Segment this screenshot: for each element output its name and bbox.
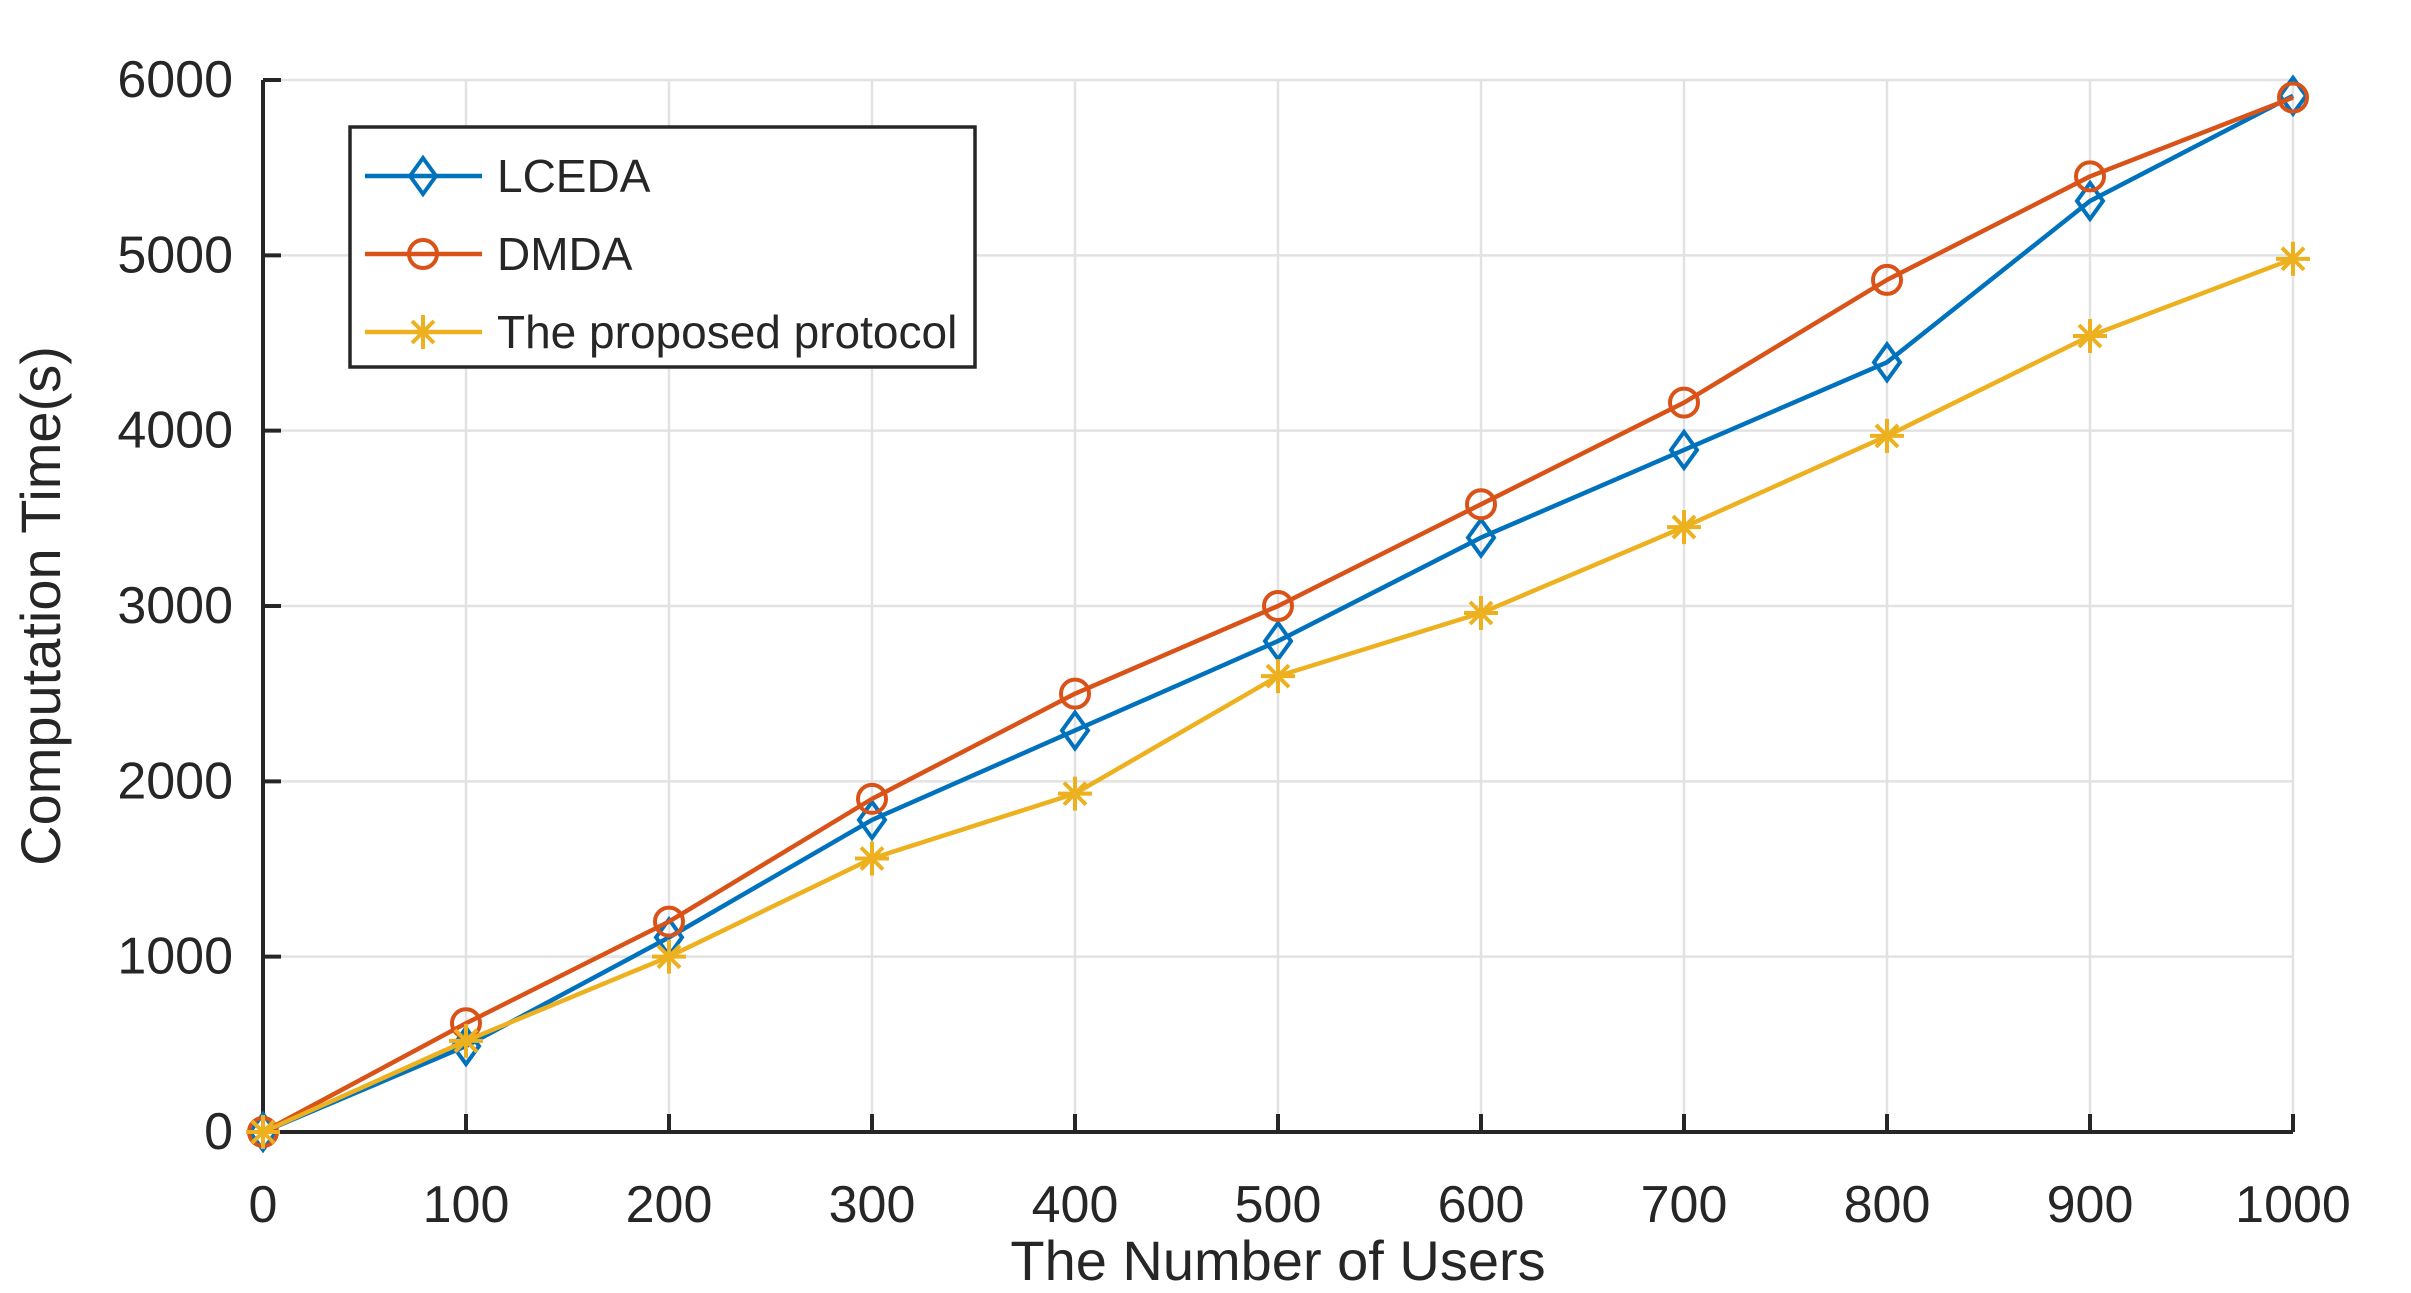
diamond-marker-icon — [1871, 340, 1903, 384]
x-tick-label: 500 — [1235, 1176, 1322, 1234]
asterisk-marker-icon — [1671, 514, 1697, 540]
data-marker — [652, 939, 686, 974]
data-marker — [1465, 516, 1497, 560]
tick-labels: 0 100 200 300 400 500 600 700 800 900 1000 0 1000 200… — [117, 51, 2351, 1234]
circle-marker-icon — [653, 905, 685, 938]
asterisk-marker-icon — [2077, 323, 2103, 349]
axes — [261, 78, 2295, 1134]
circle-marker-icon — [2074, 160, 2106, 193]
data-marker — [2073, 318, 2107, 353]
legend-item: LCEDA — [365, 150, 651, 202]
x-tick-label: 400 — [1032, 1176, 1119, 1234]
circle-marker-icon — [1465, 488, 1497, 521]
data-marker — [449, 1023, 483, 1058]
data-marker — [1464, 596, 1498, 631]
circle-marker-icon — [1668, 386, 1700, 419]
circle-marker-icon — [1871, 263, 1903, 296]
legend-label: LCEDA — [497, 150, 651, 202]
data-marker — [1667, 510, 1701, 545]
series-the-proposed-protocol — [246, 241, 2310, 1149]
legend-label: The proposed protocol — [497, 306, 957, 358]
data-marker — [1262, 619, 1294, 663]
data-marker — [856, 782, 888, 815]
diamond-marker-icon — [2277, 74, 2309, 118]
asterisk-marker-icon — [410, 319, 436, 345]
data-marker — [2277, 81, 2309, 114]
legend-box — [348, 125, 977, 369]
data-marker — [855, 841, 889, 876]
data-marker — [406, 315, 440, 349]
asterisk-marker-icon — [656, 944, 682, 970]
data-marker — [407, 238, 439, 270]
data-marker — [1871, 263, 1903, 296]
diamond-marker-icon — [1059, 709, 1091, 752]
asterisk-marker-icon — [250, 1119, 276, 1145]
diamond-marker-icon — [1465, 516, 1497, 560]
circle-marker-icon — [1059, 677, 1091, 710]
data-marker — [1465, 488, 1497, 521]
data-marker — [2074, 160, 2106, 193]
axis-labels: The Number of Users Computation Time(s) — [9, 346, 1546, 1292]
legend-item: DMDA — [365, 228, 633, 280]
diamond-marker-icon — [1668, 428, 1700, 472]
diamond-marker-icon — [407, 154, 439, 198]
data-marker — [1059, 709, 1091, 752]
y-tick-label: 6000 — [117, 51, 233, 109]
data-marker — [653, 905, 685, 938]
y-tick-label: 5000 — [117, 226, 233, 284]
data-marker — [1262, 590, 1294, 622]
data-marker — [246, 1115, 280, 1149]
series-line — [262, 93, 2295, 1135]
data-marker — [856, 798, 888, 842]
x-tick-label: 600 — [1438, 1176, 1525, 1234]
circle-marker-icon — [2277, 81, 2309, 114]
y-tick-label: 4000 — [117, 402, 233, 460]
y-tick-label: 0 — [204, 1103, 233, 1161]
data-marker — [1870, 418, 1904, 453]
y-axis-label: Computation Time(s) — [9, 346, 72, 866]
circle-marker-icon — [856, 782, 888, 815]
data-marker — [1058, 776, 1092, 811]
data-marker — [1668, 386, 1700, 419]
asterisk-marker-icon — [1874, 423, 1900, 449]
asterisk-marker-icon — [2280, 246, 2306, 272]
circle-marker-icon — [407, 238, 439, 270]
diamond-marker-icon — [856, 798, 888, 842]
x-tick-label: 200 — [626, 1176, 713, 1234]
x-tick-label: 800 — [1844, 1176, 1931, 1234]
asterisk-marker-icon — [453, 1028, 479, 1054]
asterisk-marker-icon — [1468, 600, 1494, 626]
diamond-marker-icon — [2074, 179, 2106, 223]
data-marker — [2276, 241, 2310, 276]
y-tick-label: 1000 — [117, 928, 233, 986]
x-tick-label: 1000 — [2235, 1176, 2351, 1234]
x-axis-label: The Number of Users — [1010, 1229, 1545, 1292]
x-tick-label: 100 — [423, 1176, 510, 1234]
data-marker — [2074, 179, 2106, 223]
x-tick-label: 700 — [1641, 1176, 1728, 1234]
data-marker — [1059, 677, 1091, 710]
circle-marker-icon — [1262, 590, 1294, 622]
x-tick-label: 0 — [249, 1176, 278, 1234]
data-marker — [2277, 74, 2309, 118]
series-line — [261, 95, 2294, 1134]
x-tick-label: 900 — [2047, 1176, 2134, 1234]
data-marker — [407, 154, 439, 198]
asterisk-marker-icon — [1265, 663, 1291, 689]
x-tick-label: 300 — [829, 1176, 916, 1234]
legend-item: The proposed protocol — [365, 306, 957, 358]
data-marker — [1871, 340, 1903, 384]
y-tick-label: 2000 — [117, 752, 233, 810]
legend: LCEDA DMDA The proposed protocol — [348, 125, 977, 369]
asterisk-marker-icon — [859, 846, 885, 871]
y-tick-label: 3000 — [117, 577, 233, 635]
data-marker — [1261, 659, 1295, 694]
legend-label: DMDA — [497, 228, 633, 280]
diamond-marker-icon — [1262, 619, 1294, 663]
asterisk-marker-icon — [1062, 781, 1088, 807]
series-lines — [246, 74, 2310, 1154]
data-marker — [1668, 428, 1700, 472]
